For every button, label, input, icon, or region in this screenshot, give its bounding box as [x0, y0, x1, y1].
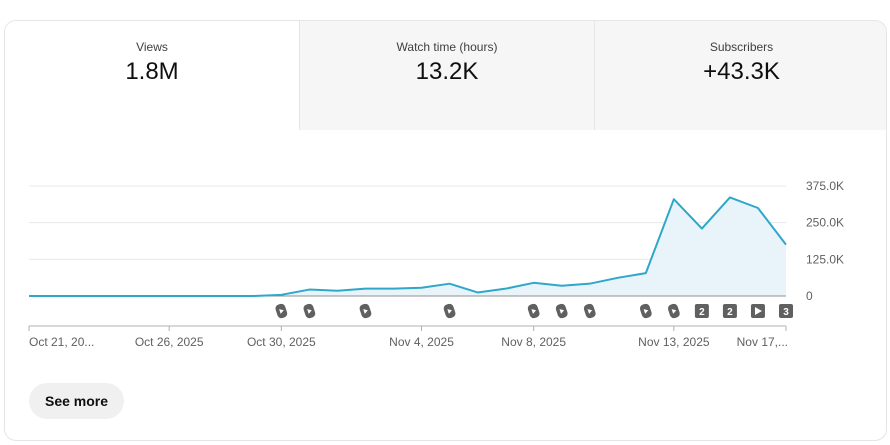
- data-point[interactable]: [475, 289, 481, 295]
- x-tick-label: Oct 26, 2025: [135, 335, 204, 349]
- upload-count-label: 2: [727, 307, 733, 318]
- x-tick-label: Oct 30, 2025: [247, 335, 316, 349]
- shorts-icon[interactable]: [274, 303, 288, 319]
- tab-watch-time[interactable]: Watch time (hours) 13.2K: [299, 21, 594, 130]
- data-point[interactable]: [615, 275, 621, 281]
- area-fill: [29, 197, 786, 296]
- data-point[interactable]: [671, 196, 677, 202]
- shorts-icon[interactable]: [639, 303, 653, 319]
- data-point[interactable]: [166, 293, 172, 299]
- y-tick-label: 0: [806, 289, 813, 303]
- upload-count-label: 3: [783, 307, 789, 318]
- tab-subscribers[interactable]: Subscribers +43.3K: [594, 21, 886, 130]
- analytics-card: Views 1.8M Watch time (hours) 13.2K Subs…: [4, 20, 887, 441]
- data-point[interactable]: [559, 283, 565, 289]
- x-tick-label: Nov 4, 2025: [389, 335, 454, 349]
- shorts-icon[interactable]: [359, 303, 373, 319]
- data-point[interactable]: [587, 281, 593, 287]
- data-point[interactable]: [783, 242, 789, 248]
- upload-count-badge[interactable]: [779, 304, 793, 318]
- views-chart: 0 125.0K 250.0K 375.0K Oct 21, 20... Oct 26, …: [26, 179, 844, 349]
- data-point[interactable]: [194, 293, 200, 299]
- shorts-icon[interactable]: [667, 303, 681, 319]
- tab-watch-time-value: 13.2K: [415, 58, 479, 85]
- x-tick-label: Nov 13, 2025: [638, 335, 710, 349]
- data-point[interactable]: [362, 286, 368, 292]
- data-point[interactable]: [82, 293, 88, 299]
- data-point[interactable]: [222, 293, 228, 299]
- y-tick-label: 125.0K: [806, 252, 844, 266]
- tab-watch-time-label: Watch time (hours): [396, 40, 498, 54]
- data-point[interactable]: [26, 293, 32, 299]
- play-icon: [754, 307, 762, 315]
- data-point[interactable]: [306, 287, 312, 293]
- data-point[interactable]: [419, 285, 425, 291]
- shorts-icon[interactable]: [443, 303, 457, 319]
- tab-views-value: 1.8M: [125, 58, 179, 85]
- series-line: [29, 196, 787, 297]
- data-point[interactable]: [503, 286, 509, 292]
- data-point[interactable]: [390, 286, 396, 292]
- data-point[interactable]: [531, 280, 537, 286]
- x-tick-label: Nov 17,...: [737, 335, 788, 349]
- data-point[interactable]: [334, 288, 340, 294]
- shorts-icon[interactable]: [583, 303, 597, 319]
- data-point[interactable]: [54, 293, 60, 299]
- data-point[interactable]: [755, 205, 761, 211]
- y-tick-label: 375.0K: [806, 179, 844, 193]
- data-point[interactable]: [138, 293, 144, 299]
- tab-subscribers-label: Subscribers: [709, 40, 774, 54]
- shorts-icon[interactable]: [302, 303, 316, 319]
- tab-views-label: Views: [136, 40, 168, 54]
- data-point[interactable]: [447, 281, 453, 287]
- y-tick-label: 250.0K: [806, 216, 844, 230]
- x-tick-label: Oct 21, 20...: [29, 335, 94, 349]
- upload-count-label: 2: [699, 307, 705, 318]
- shorts-icon[interactable]: [527, 303, 541, 319]
- data-point[interactable]: [727, 194, 733, 200]
- data-point[interactable]: [278, 292, 284, 298]
- upload-count-badge[interactable]: [722, 304, 737, 318]
- see-more-button[interactable]: See more: [29, 383, 125, 419]
- metric-tabs: Views 1.8M Watch time (hours) 13.2K Subs…: [5, 21, 886, 130]
- tab-views[interactable]: Views 1.8M: [5, 21, 299, 130]
- data-point[interactable]: [643, 270, 649, 276]
- tab-subscribers-value: +43.3K: [703, 58, 780, 85]
- x-tick-label: Nov 8, 2025: [501, 335, 566, 349]
- data-point[interactable]: [699, 226, 705, 232]
- data-point[interactable]: [250, 293, 256, 299]
- shorts-icon[interactable]: [555, 303, 569, 319]
- data-point[interactable]: [110, 293, 116, 299]
- upload-count-badge[interactable]: [694, 304, 709, 318]
